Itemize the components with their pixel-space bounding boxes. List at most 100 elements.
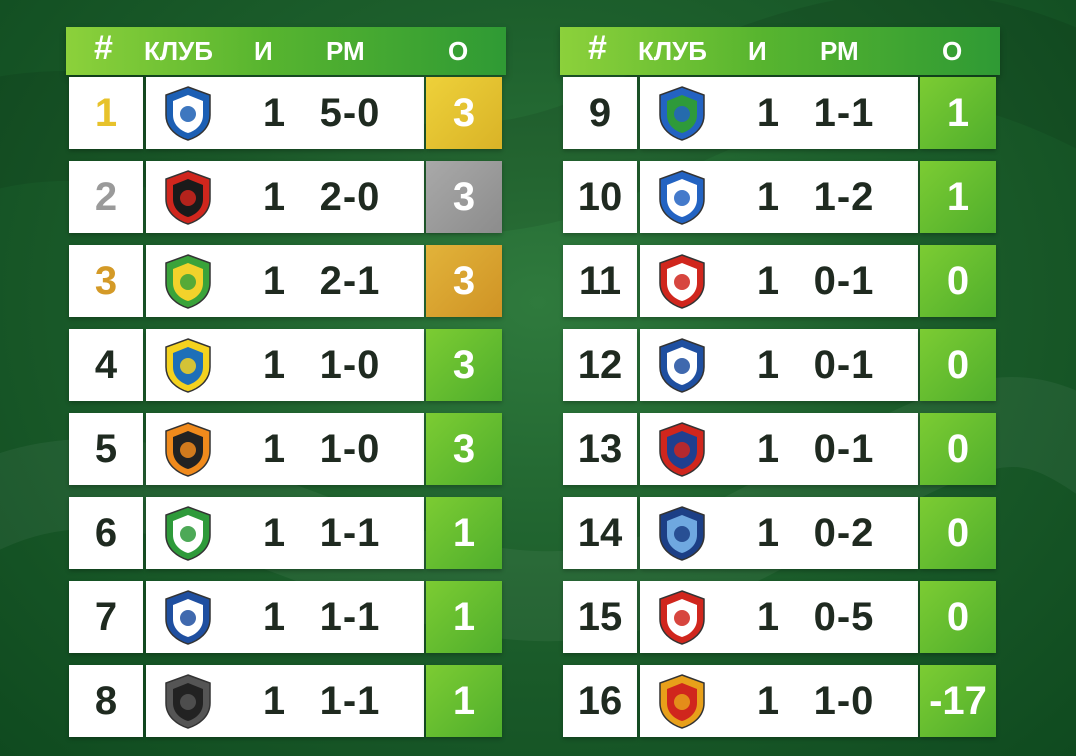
club-cell: 1 1-1: [146, 581, 424, 653]
gomel-logo: [165, 506, 211, 561]
goal-difference: 0-2: [813, 510, 875, 555]
goal-difference: 0-5: [813, 594, 875, 639]
fc-minsk-logo: [659, 422, 705, 477]
slavia-logo: [165, 170, 211, 225]
points-cell: 0: [920, 329, 996, 401]
games-played: 1: [262, 90, 286, 135]
games-played: 1: [756, 594, 780, 639]
table-row: 14 1 0-2 0: [560, 497, 996, 569]
position-cell: 1: [69, 77, 143, 149]
points-cell: 0: [920, 413, 996, 485]
table-header: # КЛУБ И РМ О: [66, 27, 506, 75]
points-cell: 3: [426, 329, 502, 401]
position-cell: 12: [563, 329, 637, 401]
position-cell: 4: [69, 329, 143, 401]
club-cell: 1 1-1: [146, 665, 424, 737]
dinamo-minsk-logo: [165, 86, 211, 141]
header-club: КЛУБ: [638, 36, 707, 66]
position-cell: 15: [563, 581, 637, 653]
games-played: 1: [756, 90, 780, 135]
games-played: 1: [756, 342, 780, 387]
table-row: 5 1 1-0 3: [66, 413, 502, 485]
naftan-logo: [659, 590, 705, 645]
table-row: 2 1 2-0 3: [66, 161, 502, 233]
position-cell: 10: [563, 161, 637, 233]
goal-difference: 1-1: [319, 678, 381, 723]
position-cell: 3: [69, 245, 143, 317]
points-cell: 3: [426, 161, 502, 233]
table-row: 9 1 1-1 1: [560, 77, 996, 149]
games-played: 1: [262, 510, 286, 555]
games-played: 1: [262, 594, 286, 639]
dnepr-logo: [659, 506, 705, 561]
table-row: 4 1 1-0 3: [66, 329, 502, 401]
position-cell: 6: [69, 497, 143, 569]
points-cell: 1: [920, 161, 996, 233]
club-cell: 1 1-0: [640, 665, 918, 737]
points-cell: 1: [426, 497, 502, 569]
arsenal-logo: [659, 254, 705, 309]
header-games: И: [254, 36, 273, 66]
smorgon-logo: [659, 170, 705, 225]
isloch-logo: [165, 674, 211, 729]
table-row: 15 1 0-5 0: [560, 581, 996, 653]
club-cell: 1 2-1: [146, 245, 424, 317]
table-row: 7 1 1-1 1: [66, 581, 502, 653]
goal-difference: 1-2: [813, 174, 875, 219]
table-row: 11 1 0-1 0: [560, 245, 996, 317]
club-cell: 1 0-2: [640, 497, 918, 569]
table-row: 8 1 1-1 1: [66, 665, 502, 737]
games-played: 1: [756, 426, 780, 471]
club-cell: 1 1-0: [146, 413, 424, 485]
position-cell: 7: [69, 581, 143, 653]
position-cell: 11: [563, 245, 637, 317]
points-cell: 1: [426, 665, 502, 737]
table-row: 6 1 1-1 1: [66, 497, 502, 569]
club-cell: 1 0-1: [640, 413, 918, 485]
header-score: РМ: [326, 36, 365, 66]
points-cell: -17: [920, 665, 996, 737]
club-cell: 1 1-1: [146, 497, 424, 569]
points-cell: 0: [920, 581, 996, 653]
goal-difference: 1-0: [813, 678, 875, 723]
goal-difference: 1-0: [319, 342, 381, 387]
header-score: РМ: [820, 36, 859, 66]
header-points: О: [448, 36, 469, 66]
table-row: 16 1 1-0 -17: [560, 665, 996, 737]
vitebsk-logo: [659, 338, 705, 393]
neman-logo: [165, 254, 211, 309]
table-row: 13 1 0-1 0: [560, 413, 996, 485]
club-cell: 1 1-0: [146, 329, 424, 401]
goal-difference: 1-1: [813, 90, 875, 135]
header-club: КЛУБ: [144, 36, 213, 66]
position-cell: 8: [69, 665, 143, 737]
games-played: 1: [756, 174, 780, 219]
header-games: И: [748, 36, 767, 66]
table-header: # КЛУБ И РМ О: [560, 27, 1000, 75]
shakhtyor-logo: [659, 674, 705, 729]
points-cell: 1: [920, 77, 996, 149]
position-cell: 16: [563, 665, 637, 737]
games-played: 1: [756, 510, 780, 555]
club-cell: 1 0-1: [640, 329, 918, 401]
position-cell: 9: [563, 77, 637, 149]
header-position: #: [588, 29, 607, 67]
torpedo-logo: [165, 422, 211, 477]
position-cell: 2: [69, 161, 143, 233]
points-cell: 0: [920, 497, 996, 569]
goal-difference: 0-1: [813, 258, 875, 303]
club-cell: 1 5-0: [146, 77, 424, 149]
goal-difference: 0-1: [813, 426, 875, 471]
games-played: 1: [756, 258, 780, 303]
header-points: О: [942, 36, 963, 66]
table-row: 1 1 5-0 3: [66, 77, 502, 149]
club-cell: 1 2-0: [146, 161, 424, 233]
points-cell: 3: [426, 77, 502, 149]
position-cell: 5: [69, 413, 143, 485]
position-cell: 14: [563, 497, 637, 569]
table-row: 12 1 0-1 0: [560, 329, 996, 401]
goal-difference: 5-0: [319, 90, 381, 135]
club-cell: 1 0-1: [640, 245, 918, 317]
goal-difference: 2-0: [319, 174, 381, 219]
goal-difference: 2-1: [319, 258, 381, 303]
